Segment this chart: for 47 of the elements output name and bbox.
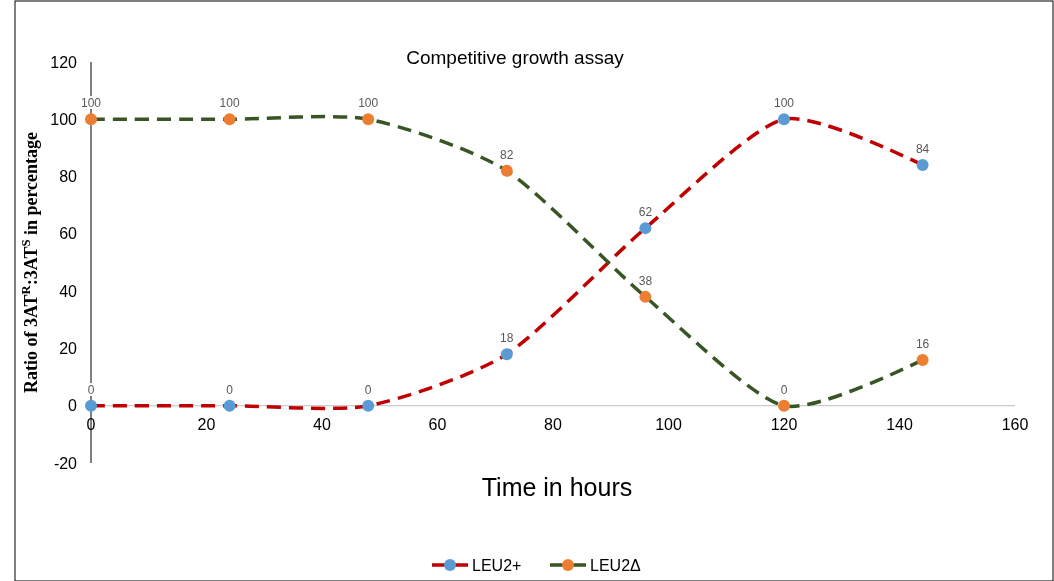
point <box>500 164 513 177</box>
point <box>916 159 929 172</box>
data-label: 100 <box>358 96 379 111</box>
data-label: 62 <box>638 205 653 220</box>
data-label: 84 <box>915 142 930 157</box>
point <box>639 290 652 303</box>
data-label: 100 <box>773 96 795 111</box>
data-label: 0 <box>780 382 788 397</box>
point <box>916 353 929 366</box>
data-label: 38 <box>638 273 653 288</box>
point <box>362 399 375 412</box>
point <box>362 113 375 126</box>
chart-title: Competitive growth assay <box>406 47 625 68</box>
x-tick-label: 120 <box>770 415 798 433</box>
y-tick-label: 100 <box>50 110 78 128</box>
y-tick-label: 20 <box>59 340 78 358</box>
x-tick-label: 20 <box>197 415 216 433</box>
y-tick-label: 40 <box>59 282 78 300</box>
y-tick-label: 0 <box>68 397 78 415</box>
data-label: 16 <box>915 336 930 351</box>
legend-label: LEU2+ <box>472 556 522 574</box>
point <box>778 113 790 126</box>
point <box>85 113 97 126</box>
x-tick-label: 160 <box>1001 415 1029 433</box>
x-tick-label: 100 <box>655 415 682 433</box>
data-label: 100 <box>219 96 240 111</box>
point <box>85 399 97 412</box>
x-tick-label: 40 <box>313 415 331 433</box>
point <box>778 399 790 412</box>
y-tick-label: -20 <box>53 454 78 472</box>
y-tick-label: 80 <box>59 168 78 186</box>
y-tick-label: 60 <box>59 225 78 243</box>
data-label: 82 <box>500 147 514 162</box>
x-tick-label: 80 <box>544 415 562 433</box>
x-axis-title: Time in hours <box>481 473 633 501</box>
y-tick-label: 120 <box>50 53 78 71</box>
data-label: 0 <box>364 382 372 397</box>
legend-label: LEU2Δ <box>590 556 642 574</box>
x-tick-label: 0 <box>86 415 96 433</box>
point <box>223 399 236 412</box>
data-label: 0 <box>226 382 234 397</box>
point <box>500 348 513 361</box>
data-label: 18 <box>500 331 514 346</box>
point <box>223 113 236 126</box>
point <box>639 222 652 235</box>
x-tick-label: 140 <box>886 415 913 433</box>
x-tick-label: 60 <box>428 415 447 433</box>
